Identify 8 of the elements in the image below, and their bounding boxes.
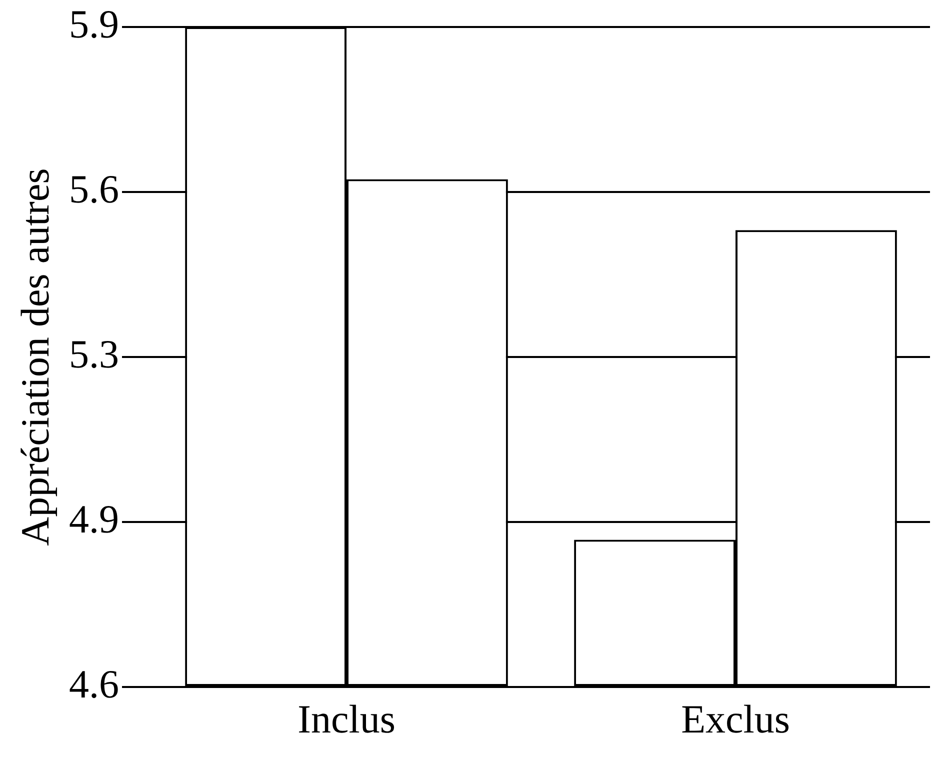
y-axis-title: Appréciation des autres bbox=[12, 168, 58, 546]
y-tick-label: 5.9 bbox=[69, 2, 119, 46]
y-tick-label: 5.6 bbox=[69, 166, 119, 212]
x-tick-label: Exclus bbox=[681, 696, 790, 742]
y-tick-label: 4.6 bbox=[69, 662, 119, 706]
y-tick-label: 5.3 bbox=[69, 332, 119, 376]
x-tick-label: Inclus bbox=[298, 696, 396, 742]
y-tick-label: 4.9 bbox=[69, 496, 119, 542]
